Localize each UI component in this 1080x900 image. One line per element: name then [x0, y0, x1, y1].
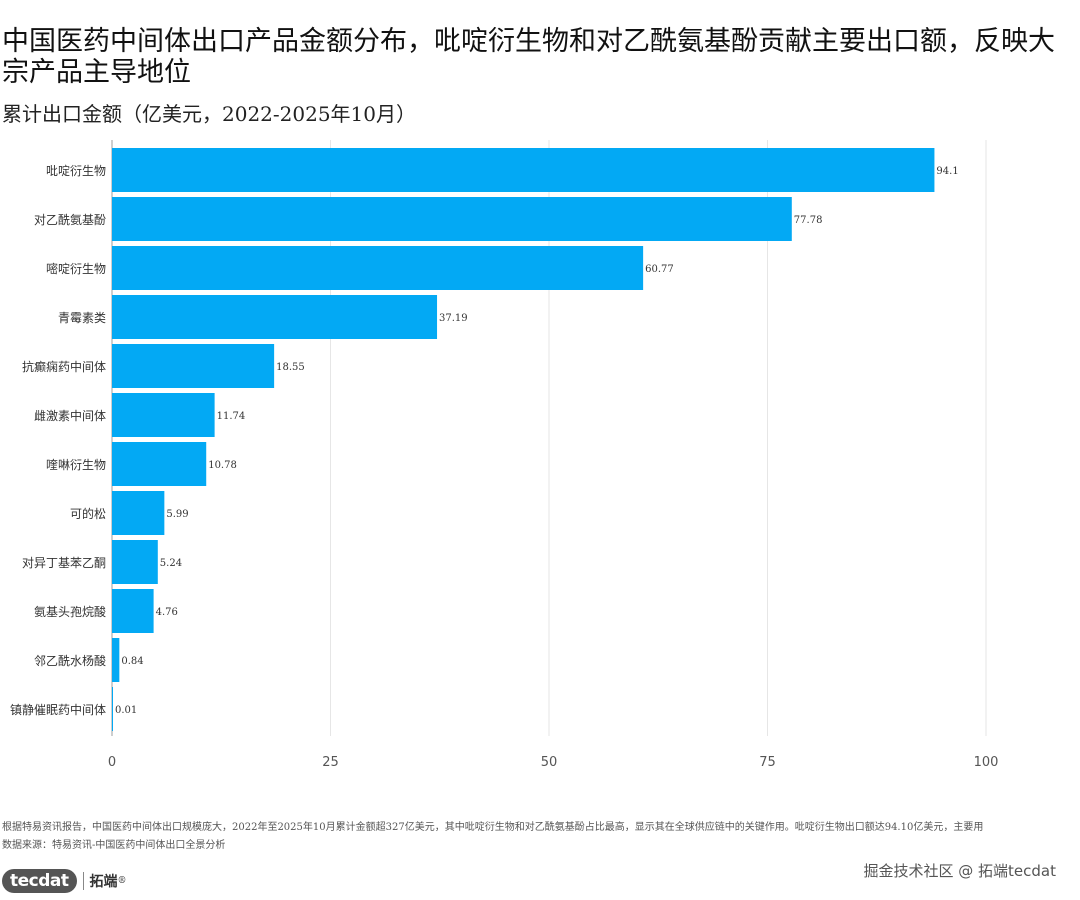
bar-5 [112, 393, 215, 437]
value-label: 94.1 [936, 166, 958, 177]
category-label: 青霉素类 [58, 311, 106, 325]
bars [112, 148, 935, 731]
value-label: 18.55 [276, 362, 305, 373]
category-label: 抗癫痫药中间体 [22, 359, 106, 374]
category-label: 嘧啶衍生物 [46, 262, 106, 276]
value-label: 11.74 [217, 411, 246, 422]
x-tick-label: 25 [322, 755, 339, 770]
category-label: 对乙酰氨基酚 [34, 213, 106, 227]
value-label: 77.78 [794, 215, 823, 226]
bar-4 [112, 344, 275, 388]
bar-0 [112, 148, 935, 192]
labels: 0 25 50 75 100 吡啶衍生物 94.1 对乙酰氨基酚 77.78 嘧啶衍生物 60.77… [10, 164, 998, 770]
footnote: 根据特易资讯报告，中国医药中间体出口规模庞大，2022年至2025年10月累计金… [2, 822, 984, 833]
logo-divider [82, 872, 84, 890]
value-label: 0.01 [115, 705, 137, 716]
bar-8 [112, 540, 158, 584]
logo-name: 拓端 [89, 874, 118, 890]
value-label: 4.76 [156, 607, 178, 618]
category-label: 喹啉衍生物 [46, 457, 106, 472]
category-label: 邻乙酰水杨酸 [34, 653, 106, 668]
bar-7 [112, 491, 165, 535]
chart-subtitle: 累计出口金额（亿美元，2022-2025年10月） [2, 102, 417, 126]
bar-1 [112, 197, 792, 241]
data-source: 数据来源：特易资讯-中国医药中间体出口全景分析 [2, 840, 226, 851]
category-label: 可的松 [70, 506, 106, 521]
category-label: 镇静催眠药中间体 [10, 702, 106, 717]
category-label: 雌激素中间体 [34, 408, 106, 423]
value-label: 37.19 [439, 313, 468, 324]
value-label: 5.99 [166, 509, 188, 520]
value-label: 5.24 [160, 558, 182, 569]
logo-badge: tecdat [2, 869, 77, 893]
bar-6 [112, 442, 207, 486]
category-label: 氨基头孢烷酸 [34, 604, 106, 619]
watermark: 掘金技术社区 @ 拓端tecdat [863, 862, 1057, 880]
chart-title: 中国医药中间体出口产品金额分布，吡啶衍生物和对乙酰氨基酚贡献主要出口额，反映大宗… [2, 26, 1055, 88]
bar-11 [112, 687, 113, 731]
x-tick-label: 100 [974, 755, 999, 770]
bar-3 [112, 295, 438, 339]
value-label: 10.78 [208, 460, 237, 471]
bar-9 [112, 589, 154, 633]
tecdat-logo: tecdat 拓端 ® [2, 866, 127, 896]
bar-chart: 0 25 50 75 100 吡啶衍生物 94.1 对乙酰氨基酚 77.78 嘧啶衍生物 60.77… [10, 140, 998, 770]
bar-2 [112, 246, 644, 290]
value-label: 60.77 [645, 264, 674, 275]
category-label: 对异丁基苯乙酮 [22, 556, 106, 570]
category-label: 吡啶衍生物 [46, 164, 106, 178]
x-tick-label: 50 [541, 755, 558, 770]
logo-registered-mark: ® [117, 876, 127, 886]
x-tick-label: 0 [108, 755, 116, 770]
bar-10 [112, 638, 120, 682]
x-tick-label: 75 [759, 755, 776, 770]
value-label: 0.84 [121, 656, 143, 667]
